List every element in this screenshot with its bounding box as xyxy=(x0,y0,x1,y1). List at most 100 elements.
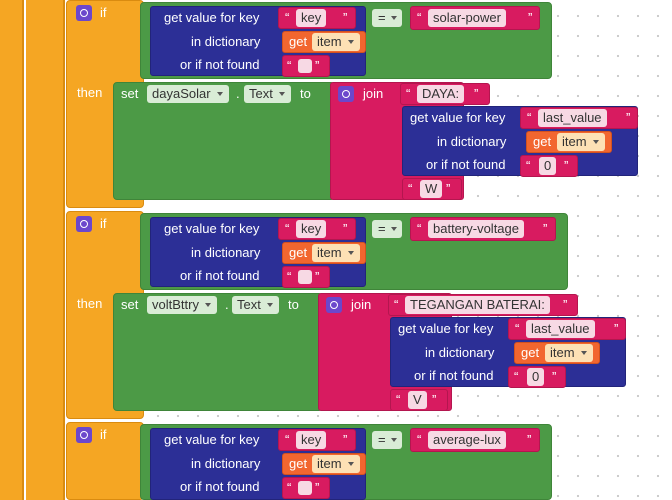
open-quote: “ xyxy=(515,321,520,336)
dot-label: . xyxy=(225,297,229,312)
var-dropdown[interactable]: item xyxy=(312,33,360,51)
open-quote: “ xyxy=(417,221,422,236)
mutator-gear-icon[interactable] xyxy=(76,427,92,443)
close-quote: ” xyxy=(343,432,348,447)
open-quote: “ xyxy=(285,10,290,25)
then-label: then xyxy=(77,296,103,311)
outer-event-strip xyxy=(0,0,22,500)
var-dropdown[interactable]: item xyxy=(545,344,593,362)
close-quote: ” xyxy=(315,269,320,284)
close-quote: ” xyxy=(343,10,348,25)
get-label: get xyxy=(521,345,540,360)
to-label: to xyxy=(300,86,311,101)
suffix-literal[interactable]: W xyxy=(420,180,443,198)
close-quote: ” xyxy=(543,221,548,236)
empty-literal[interactable] xyxy=(298,481,312,495)
close-quote: ” xyxy=(343,221,348,236)
in-dictionary-label: in dictionary xyxy=(191,456,261,471)
var-dropdown[interactable]: item xyxy=(312,455,360,473)
close-quote: ” xyxy=(474,86,479,101)
component-dropdown[interactable]: voltBttry xyxy=(147,296,217,314)
equals-dropdown[interactable]: = xyxy=(372,9,402,27)
get-value-label: get value for key xyxy=(164,432,260,447)
get-value-label: get value for key xyxy=(410,110,506,125)
compare-literal[interactable]: solar-power xyxy=(428,9,506,27)
component-dropdown[interactable]: dayaSolar xyxy=(147,85,229,103)
close-quote: ” xyxy=(315,58,320,73)
mutator-gear-icon[interactable] xyxy=(76,216,92,232)
or-if-not-found-label: or if not found xyxy=(180,479,260,494)
default-literal[interactable]: 0 xyxy=(539,157,557,175)
key-literal[interactable]: key xyxy=(296,220,327,238)
outer-loop-strip xyxy=(26,0,64,500)
or-if-not-found-label: or if not found xyxy=(426,157,506,172)
open-quote: “ xyxy=(406,86,411,101)
compare-literal[interactable]: average-lux xyxy=(428,431,506,449)
or-if-not-found-label: or if not found xyxy=(180,57,260,72)
open-quote: “ xyxy=(417,10,422,25)
default-literal[interactable]: 0 xyxy=(527,368,545,386)
close-quote: ” xyxy=(528,10,533,25)
if-label: if xyxy=(100,427,107,442)
outer-loop-edge xyxy=(63,0,65,500)
suffix-literal[interactable]: V xyxy=(408,391,427,409)
prefix-literal[interactable]: DAYA: xyxy=(417,85,465,103)
get-value-label: get value for key xyxy=(398,321,494,336)
to-label: to xyxy=(288,297,299,312)
join-label: join xyxy=(363,86,384,101)
in-dictionary-label: in dictionary xyxy=(425,345,495,360)
outer-event-edge xyxy=(22,0,24,500)
prefix-literal[interactable]: TEGANGAN BATERAI: xyxy=(405,296,550,314)
then-label: then xyxy=(77,85,103,100)
close-quote: ” xyxy=(564,158,569,173)
join-label: join xyxy=(351,297,372,312)
or-if-not-found-label: or if not found xyxy=(414,368,494,383)
mutator-gear-icon[interactable] xyxy=(338,86,354,102)
get-label: get xyxy=(533,134,552,149)
open-quote: “ xyxy=(408,181,413,196)
in-dictionary-label: in dictionary xyxy=(437,134,507,149)
in-dictionary-label: in dictionary xyxy=(191,34,261,49)
open-quote: “ xyxy=(417,432,422,447)
inner-key-literal[interactable]: last_value xyxy=(526,320,595,338)
compare-literal[interactable]: battery-voltage xyxy=(428,220,524,238)
set-label: set xyxy=(121,86,139,101)
get-value-label: get value for key xyxy=(164,10,260,25)
dot-label: . xyxy=(236,86,240,101)
close-quote: ” xyxy=(614,321,619,336)
var-dropdown[interactable]: item xyxy=(312,244,360,262)
open-quote: “ xyxy=(285,432,290,447)
close-quote: ” xyxy=(626,110,631,125)
open-quote: “ xyxy=(394,297,399,312)
equals-dropdown[interactable]: = xyxy=(372,220,402,238)
mutator-gear-icon[interactable] xyxy=(76,5,92,21)
property-dropdown[interactable]: Text xyxy=(244,85,291,103)
close-quote: ” xyxy=(552,369,557,384)
open-quote: “ xyxy=(527,110,532,125)
inner-key-literal[interactable]: last_value xyxy=(538,109,607,127)
get-label: get xyxy=(289,34,308,49)
empty-literal[interactable] xyxy=(298,59,312,73)
get-label: get xyxy=(289,245,308,260)
open-quote: “ xyxy=(287,269,292,284)
key-literal[interactable]: key xyxy=(296,431,327,449)
open-quote: “ xyxy=(285,221,290,236)
close-quote: ” xyxy=(527,432,532,447)
or-if-not-found-label: or if not found xyxy=(180,268,260,283)
open-quote: “ xyxy=(514,369,519,384)
get-value-label: get value for key xyxy=(164,221,260,236)
set-label: set xyxy=(121,297,139,312)
close-quote: ” xyxy=(315,480,320,495)
open-quote: “ xyxy=(396,392,401,407)
key-literal[interactable]: key xyxy=(296,9,327,27)
close-quote: ” xyxy=(563,297,568,312)
open-quote: “ xyxy=(287,58,292,73)
mutator-gear-icon[interactable] xyxy=(326,297,342,313)
property-dropdown[interactable]: Text xyxy=(232,296,279,314)
close-quote: ” xyxy=(446,181,451,196)
equals-dropdown[interactable]: = xyxy=(372,431,402,449)
var-dropdown[interactable]: item xyxy=(557,133,605,151)
close-quote: ” xyxy=(432,392,437,407)
if-label: if xyxy=(100,216,107,231)
empty-literal[interactable] xyxy=(298,270,312,284)
